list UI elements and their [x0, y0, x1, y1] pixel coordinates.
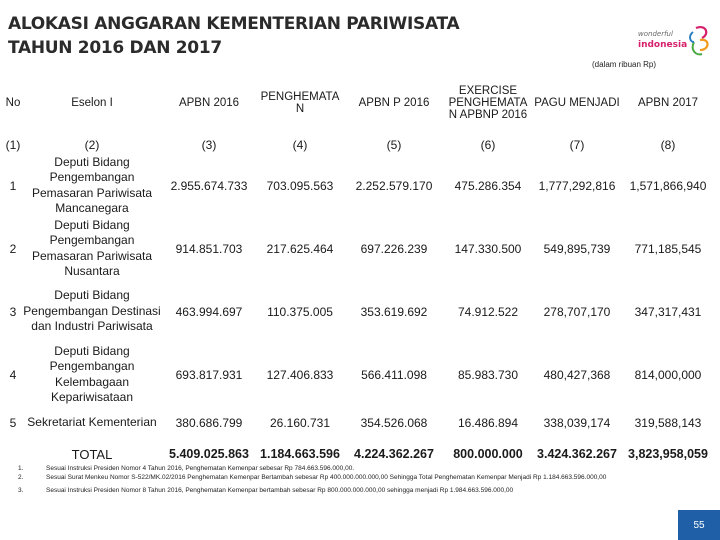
header-apbn-2017: APBN 2017 [637, 97, 699, 109]
col-number: (2) [84, 138, 100, 152]
footnote-number: 1. [18, 465, 24, 472]
row-apbnp-2016: 697.226.239 [360, 241, 428, 256]
row-exercise: 147.330.500 [454, 241, 522, 256]
row-eselon: Sekretariat Kementerian [27, 415, 157, 430]
logo-swirl-blue-icon [689, 31, 695, 43]
row-apbnp-2016: 353.619.692 [360, 304, 428, 319]
total-label: TOTAL [71, 446, 113, 462]
row-penghematan: 127.406.833 [266, 367, 334, 382]
col-number: (7) [569, 138, 585, 152]
row-apbn-2016: 693.817.931 [175, 367, 243, 382]
row-apbn-2016: 380.686.799 [175, 416, 243, 430]
col-number: (8) [660, 138, 676, 152]
page-number-badge: 55 [678, 510, 720, 540]
header-apbn-2016: APBN 2016 [178, 97, 240, 109]
footnote-text: Sesuai Surat Menkeu Nomor S-522/MK.02/20… [46, 474, 607, 481]
row-penghematan: 217.625.464 [266, 241, 334, 256]
total-penghematan: 1.184.663.596 [260, 447, 340, 461]
row-exercise: 16.486.894 [457, 416, 519, 430]
footnote-text: Sesuai Instruksi Presiden Nomor 8 Tahun … [46, 487, 514, 494]
unit-note: (dalam ribuan Rp) [592, 60, 657, 69]
row-no: 3 [9, 304, 17, 319]
logo-text-top: wonderful [638, 30, 673, 38]
footnote-item: 2. Sesuai Surat Menkeu Nomor S-522/MK.02… [18, 473, 678, 482]
header-penghematan: PENGHEMATA N [260, 91, 340, 115]
total-pagu: 3.424.362.267 [537, 447, 617, 461]
table-row: 1 Deputi Bidang Pengembangan Pemasaran P… [4, 154, 714, 217]
row-exercise: 74.912.522 [457, 304, 519, 319]
footnote-number: 2. [18, 474, 24, 481]
row-eselon: Deputi Bidang Pengembangan Kelembagaan K… [49, 343, 135, 405]
footnote-item: 3. Sesuai Instruksi Presiden Nomor 8 Tah… [18, 486, 678, 495]
row-exercise: 475.286.354 [454, 178, 522, 193]
row-apbnp-2016: 2.252.579.170 [355, 178, 433, 193]
row-apbn-2017: 814,000,000 [634, 367, 702, 382]
table-row: 2 Deputi Bidang Pengembangan Pemasaran P… [4, 217, 714, 280]
row-pagu: 480,427,368 [543, 367, 611, 382]
title-line-2: TAHUN 2016 DAN 2017 [8, 38, 222, 58]
col-number: (1) [5, 138, 21, 152]
row-pagu: 278,707,170 [543, 304, 611, 319]
row-apbn-2016: 463.994.697 [175, 304, 243, 319]
logo-text-bottom: indonesia [638, 40, 687, 50]
row-apbnp-2016: 566.411.098 [361, 367, 427, 382]
col-number: (4) [292, 138, 308, 152]
row-apbn-2017: 319,588,143 [634, 416, 702, 430]
row-no: 4 [9, 367, 17, 382]
row-pagu: 1,777,292,816 [538, 178, 616, 193]
footnotes: 1. Sesuai Instruksi Presiden Nomor 4 Tah… [18, 464, 678, 495]
title-line-1: ALOKASI ANGGARAN KEMENTERIAN PARIWISATA [8, 14, 460, 34]
row-apbn-2017: 347,317,431 [634, 304, 702, 319]
row-no: 5 [9, 416, 17, 430]
row-no: 2 [9, 241, 17, 256]
header-eselon: Eselon I [71, 97, 113, 109]
footnote-item: 1. Sesuai Instruksi Presiden Nomor 4 Tah… [18, 464, 678, 473]
column-number-row: (1) (2) (3) (4) (5) (6) (7) (8) [4, 136, 714, 154]
col-number: (6) [480, 138, 496, 152]
page-title: ALOKASI ANGGARAN KEMENTERIAN PARIWISATA … [8, 12, 460, 60]
row-eselon: Deputi Bidang Pengembangan Pemasaran Par… [31, 217, 153, 279]
col-number: (3) [201, 138, 217, 152]
footnote-text: Sesuai Instruksi Presiden Nomor 4 Tahun … [46, 465, 355, 472]
row-exercise: 85.983.730 [457, 367, 519, 382]
wonderful-indonesia-logo: wonderful indonesia [638, 26, 709, 56]
logo-swirl-pink-icon [695, 26, 708, 39]
total-apbnp-2016: 4.224.362.267 [354, 447, 434, 461]
logo-swirl-green-icon [691, 41, 703, 56]
row-pagu: 338,039,174 [543, 416, 611, 430]
row-apbn-2017: 771,185,545 [634, 241, 702, 256]
table-row: 5 Sekretariat Kementerian 380.686.799 26… [4, 406, 714, 440]
row-penghematan: 26.160.731 [269, 416, 331, 430]
logo-swirl-orange-icon [699, 38, 709, 52]
header-no: No [5, 97, 21, 109]
table-row: 4 Deputi Bidang Pengembangan Kelembagaan… [4, 343, 714, 406]
row-no: 1 [9, 178, 17, 193]
header-pagu: PAGU MENJADI [534, 97, 620, 109]
header-apbnp-2016: APBN P 2016 [358, 97, 430, 109]
total-exercise: 800.000.000 [453, 447, 523, 461]
col-number: (5) [386, 138, 402, 152]
row-penghematan: 703.095.563 [266, 178, 334, 193]
row-apbn-2016: 914.851.703 [175, 241, 243, 256]
row-pagu: 549,895,739 [543, 241, 611, 256]
row-eselon: Deputi Bidang Pengembangan Pemasaran Par… [31, 154, 153, 216]
footnote-number: 3. [18, 487, 24, 494]
total-apbn-2017: 3,823,958,059 [628, 447, 708, 461]
row-penghematan: 110.375.005 [267, 304, 333, 319]
total-apbn-2016: 5.409.025.863 [169, 447, 249, 461]
table-row: 3 Deputi Bidang Pengembangan Destinasi d… [4, 280, 714, 343]
row-eselon: Deputi Bidang Pengembangan Destinasi dan… [23, 288, 161, 334]
row-apbnp-2016: 354.526.068 [360, 416, 428, 430]
row-apbn-2017: 1,571,866,940 [629, 178, 707, 193]
row-apbn-2016: 2.955.674.733 [170, 178, 248, 193]
total-row: TOTAL 5.409.025.863 1.184.663.596 4.224.… [4, 440, 714, 468]
table-header-row: No Eselon I APBN 2016 PENGHEMATA N APBN … [4, 70, 714, 136]
budget-table: No Eselon I APBN 2016 PENGHEMATA N APBN … [4, 70, 714, 468]
header-exercise: EXERCISE PENGHEMATA N APBNP 2016 [448, 85, 528, 121]
